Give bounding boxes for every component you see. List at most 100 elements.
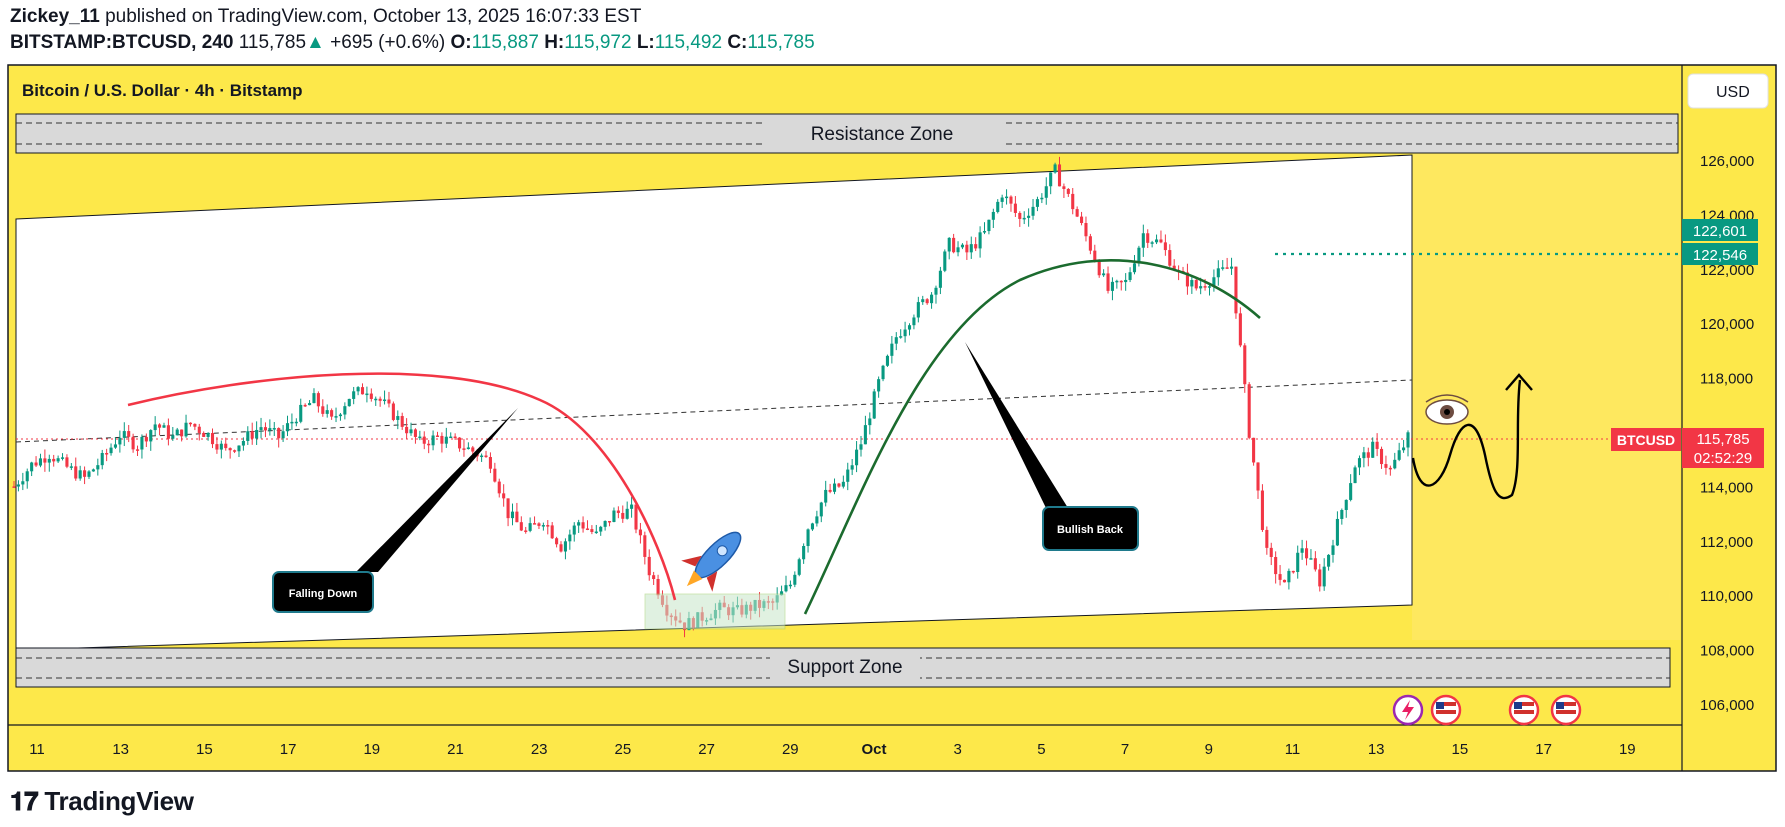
us-flag-event-icon[interactable]	[1430, 694, 1462, 726]
candle-body	[1274, 557, 1278, 575]
time-axis-tick: 19	[1619, 741, 1636, 758]
candle-body	[316, 393, 320, 407]
time-axis-tick: 29	[782, 741, 799, 758]
candle-body	[1371, 441, 1375, 458]
candle-body	[65, 457, 69, 467]
candle-body	[268, 428, 272, 431]
candle-body	[497, 481, 501, 494]
candle-body	[1097, 261, 1101, 276]
time-axis-tick: 21	[447, 741, 464, 758]
candle-body	[1199, 286, 1203, 289]
candle-body	[321, 406, 325, 414]
time-axis-tick: 25	[615, 741, 632, 758]
candle-body	[652, 575, 656, 580]
candle-body	[656, 579, 660, 596]
candle-body	[480, 455, 484, 458]
candle-body	[881, 365, 885, 380]
candle-body	[166, 425, 170, 439]
candle-body	[1388, 467, 1392, 470]
candle-body	[162, 425, 166, 428]
open-label: O:	[450, 32, 472, 53]
candle-body	[1318, 569, 1322, 587]
chart-title: Bitcoin / U.S. Dollar · 4h · Bitstamp	[22, 81, 303, 100]
candle-body	[427, 443, 431, 446]
candle-body	[1163, 242, 1167, 251]
candle-body	[510, 511, 515, 519]
candle-body	[916, 302, 920, 318]
currency-button[interactable]: USD	[1687, 73, 1769, 109]
candle-body	[899, 336, 903, 338]
candle-body	[533, 523, 537, 525]
candle-body	[184, 422, 188, 437]
candle-body	[841, 481, 845, 487]
candle-body	[634, 504, 638, 530]
candle-body	[56, 458, 60, 462]
candle-body	[974, 244, 978, 249]
lightning-event-icon[interactable]	[1392, 694, 1424, 726]
high-label: H:	[544, 32, 565, 53]
candle-body	[1230, 266, 1234, 269]
us-flag-event-icon[interactable]	[1508, 694, 1540, 726]
close-value: 115,785	[747, 32, 815, 53]
candle-body	[1282, 579, 1287, 583]
candle-body	[383, 399, 387, 402]
candle-body	[1053, 164, 1057, 173]
candle-body	[1234, 266, 1238, 314]
time-axis-tick: 27	[698, 741, 715, 758]
candle-body	[1137, 247, 1141, 264]
candle-body	[1018, 212, 1022, 219]
open-value: 115,887	[471, 32, 539, 53]
candle-body	[850, 465, 854, 470]
candle-body	[87, 471, 91, 477]
green-arc	[803, 259, 1261, 615]
last-price: 115,785	[238, 32, 307, 53]
candle-body	[788, 584, 792, 587]
symbol-price-tag: BTCUSD 115,785 02:52:29	[1611, 428, 1764, 468]
candle-body	[1159, 239, 1163, 243]
candle-body	[60, 457, 65, 459]
candle-body	[784, 585, 788, 592]
candle-body	[1252, 437, 1256, 463]
falling-down-callout: Falling Down	[272, 408, 518, 613]
candle-body	[1335, 518, 1339, 546]
author-name[interactable]: Zickey_11	[10, 6, 100, 27]
candle-body	[330, 410, 334, 417]
us-flag-event-icon[interactable]	[1550, 694, 1582, 726]
candle-body	[1022, 217, 1026, 220]
candle-body	[171, 435, 175, 439]
candle-body	[1066, 188, 1070, 194]
candle-body	[859, 444, 863, 450]
candle-body	[250, 431, 254, 439]
candle-body	[572, 525, 576, 535]
candle-body	[1243, 345, 1247, 385]
candle-body	[334, 416, 338, 418]
time-axis-tick: Oct	[861, 741, 886, 758]
resistance-zone: Resistance Zone	[15, 113, 1679, 154]
candle-body	[1027, 215, 1031, 218]
candle-body	[1106, 273, 1110, 291]
time-axis-tick: 13	[112, 741, 129, 758]
candle-body	[47, 458, 51, 463]
candle-body	[1141, 233, 1145, 248]
candle-body	[338, 414, 342, 417]
candle-body	[815, 516, 819, 524]
tradingview-logo-icon: 𝟏𝟕	[10, 786, 39, 816]
time-axis-tick: 17	[1535, 741, 1552, 758]
tradingview-logo: 𝟏𝟕 TradingView	[10, 786, 194, 816]
candle-body	[488, 457, 492, 469]
candle-body	[868, 418, 872, 426]
candle-body	[1031, 206, 1035, 216]
candle-body	[1260, 490, 1264, 530]
time-axis[interactable]: 11 13 15 17 19 21 23 25 27 29 Oct 3 5 7 9 11 13 15 17 19	[29, 741, 1635, 758]
candle-body	[83, 470, 87, 477]
time-axis-tick: 3	[954, 741, 962, 758]
candle-body	[630, 504, 634, 509]
candle-body	[581, 522, 585, 529]
candle-body	[1049, 172, 1053, 187]
candle-body	[109, 447, 113, 454]
candle-body	[1190, 280, 1194, 287]
candle-body	[996, 201, 1000, 212]
candle-body	[607, 520, 612, 523]
price-axis-tick: 120,000	[1700, 316, 1754, 333]
